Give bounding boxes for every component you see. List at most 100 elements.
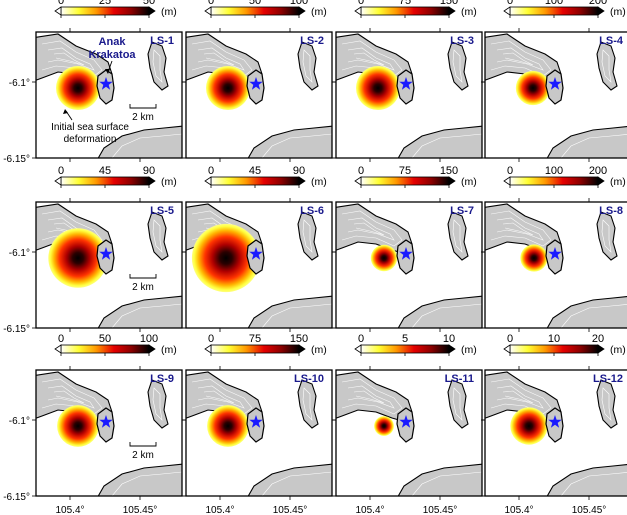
sertung-island	[447, 211, 469, 261]
panel-ls-6: 0 45 90 (m) LS-6	[182, 165, 336, 332]
sertung-contours	[302, 219, 313, 253]
colorbar: 0 10 20 (m)	[503, 333, 626, 356]
sertung-contours	[152, 219, 163, 253]
panjang-contours	[411, 133, 482, 158]
contour-line	[353, 52, 385, 66]
colorbar-bar	[60, 344, 150, 354]
contour-line	[496, 47, 544, 71]
colorbar-bar	[210, 6, 300, 16]
volcano-name-line2: Krakatoa	[88, 49, 136, 61]
panjang-island	[247, 125, 332, 158]
map-content	[36, 32, 182, 158]
rakata-contours	[41, 40, 103, 77]
colorbar-tick-label: 100	[545, 0, 563, 7]
volcano-star-marker	[99, 247, 113, 260]
colorbar-left-arrow	[503, 6, 511, 16]
scenario-title: LS-12	[593, 373, 623, 385]
deformation-source	[374, 416, 394, 436]
colorbar-tick-label: 200	[589, 0, 607, 7]
rakata-contours	[191, 40, 253, 77]
y-tick-label: -6.15°	[3, 492, 30, 503]
map-panel: LS-3	[332, 28, 486, 162]
colorbar-unit-label: (m)	[161, 6, 177, 18]
colorbar: 0 25 50 (m)	[54, 0, 177, 18]
map-content	[186, 32, 332, 158]
map-frame	[335, 201, 483, 329]
sertung-island	[297, 41, 319, 91]
colorbar-left-arrow	[54, 6, 62, 16]
scale-bar-label: 2 km	[132, 450, 154, 461]
map-panel: LS-2	[182, 28, 336, 162]
colorbar-right-arrow	[448, 344, 456, 354]
panjang-island	[247, 295, 332, 328]
contour-line	[197, 47, 245, 71]
colorbar-right-arrow	[148, 176, 156, 186]
map-frame	[185, 31, 333, 159]
panjang-island	[397, 463, 482, 496]
volcano-pointer-arrowhead	[105, 69, 110, 74]
contour-line	[502, 52, 534, 66]
contour-line	[490, 378, 552, 415]
map-frame	[484, 201, 627, 329]
map-frame	[35, 31, 183, 159]
map-panel: LS-7	[332, 198, 486, 332]
colorbar: 0 50 100(m)	[204, 0, 327, 18]
colorbar-tick-label: 20	[592, 333, 604, 345]
deformation-source	[206, 66, 250, 110]
volcano-star-marker	[399, 247, 413, 260]
volcano-star-marker	[399, 415, 413, 428]
colorbar-tick-label: 150	[290, 333, 308, 345]
scenario-title: LS-9	[150, 373, 174, 385]
sertung-contours	[302, 49, 313, 83]
scenario-title: LS-3	[450, 35, 474, 47]
colorbar-bar	[509, 344, 599, 354]
colorbar-tick-label: 0	[58, 0, 64, 7]
colorbar-tick-label: 100	[545, 165, 563, 177]
scenario-title: LS-6	[300, 205, 324, 217]
rakata-contours	[490, 40, 552, 77]
y-tick-label: -6.15°	[3, 324, 30, 335]
colorbar-tick-label: 0	[358, 165, 364, 177]
map-panel: LS-5 2 km	[32, 198, 186, 332]
panjang-contours	[261, 471, 332, 496]
colorbar-unit-label: (m)	[610, 6, 626, 18]
map-frame	[35, 201, 183, 329]
sertung-contours	[452, 49, 463, 83]
sertung-contours	[601, 219, 612, 253]
deformation-source	[191, 223, 261, 293]
sertung-island	[596, 379, 618, 429]
scenario-title: LS-2	[300, 35, 324, 47]
deformation-source	[57, 405, 99, 447]
colorbar-tick-label: 150	[440, 165, 458, 177]
map-panel: LS-10	[182, 366, 336, 500]
x-tick-label: 105.45°	[572, 505, 607, 515]
panel-ls-8: 0 100 200(m) LS-8	[481, 165, 627, 332]
map-content	[186, 202, 332, 328]
panjang-contours	[560, 134, 627, 158]
sertung-island	[147, 379, 169, 429]
contour-line	[47, 385, 95, 409]
colorbar-tick-label: 0	[358, 333, 364, 345]
map-panel: LS-8	[481, 198, 627, 332]
panel-ls-12: 0 10 20 (m) LS-12 105.4° 105.45°	[481, 333, 627, 515]
colorbar-tick-label: 50	[99, 333, 111, 345]
colorbar-tick-label: 45	[99, 165, 111, 177]
contour-line	[341, 40, 403, 77]
colorbar-unit-label: (m)	[161, 344, 177, 356]
sertung-contours	[601, 387, 612, 421]
contour-line	[191, 40, 253, 77]
contour-line	[502, 390, 534, 404]
contour-line	[347, 385, 395, 409]
colorbar-bar	[509, 176, 599, 186]
panjang-contours	[560, 472, 627, 496]
contour-line	[496, 217, 544, 241]
colorbar-unit-label: (m)	[610, 344, 626, 356]
scale-bar-line	[129, 104, 157, 109]
y-tick-label: -6.15°	[3, 154, 30, 165]
panjang-island	[97, 463, 182, 496]
colorbar-tick-label: 25	[99, 0, 111, 7]
volcano-star-marker	[399, 77, 413, 90]
colorbar-tick-label: 0	[358, 0, 364, 7]
colorbar-tick-label: 100	[290, 0, 308, 7]
